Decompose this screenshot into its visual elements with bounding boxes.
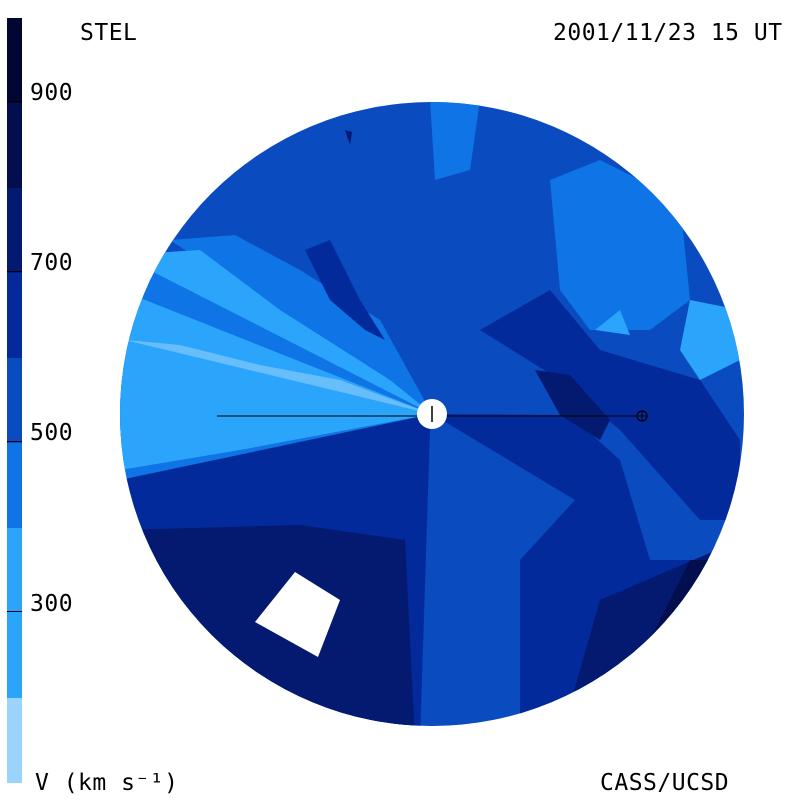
region-bottom-left-dark [120,525,415,726]
region-top-dark-speck [345,130,352,145]
colorbar-label-900: 900 [30,80,74,106]
colorbar-band-300-400 [7,528,22,698]
colorbar-tick-900 [7,101,22,102]
source-label: STEL [80,20,138,46]
region-right-light [680,300,740,380]
colorbar-band-700-800 [7,188,22,273]
colorbar-tick-500 [7,441,22,442]
datetime-label: 2001/11/23 15 UT [553,20,783,46]
colorbar-band-500-600 [7,358,22,443]
colorbar-label-700: 700 [30,250,74,276]
colorbar-band-400-500 [7,443,22,528]
colorbar-band-600-700 [7,273,22,358]
colorbar-band-900-1000 [7,18,22,103]
region-left-light [120,250,432,414]
colorbar-tick-700 [7,271,22,272]
region-left-lightest [125,340,432,414]
colorbar-label-300: 300 [30,591,74,617]
data-gap-region [255,572,340,657]
credit-label: CASS/UCSD [600,770,730,796]
unit-label: V (km s⁻¹) [35,770,179,796]
colorbar-band-800-900 [7,103,22,188]
region-upper-right [550,160,690,330]
colorbar-band-200-300 [7,698,22,783]
velocity-colorbar [7,18,22,783]
region-top-dark-strip [305,240,385,340]
colorbar-label-500: 500 [30,420,74,446]
region-right-darkest [535,370,610,440]
region-top-light [430,102,480,180]
region-right-dark [480,290,740,520]
region-left-light-2 [120,290,432,470]
colorbar-tick-300 [7,611,22,612]
region-upper-right-light [595,310,630,335]
